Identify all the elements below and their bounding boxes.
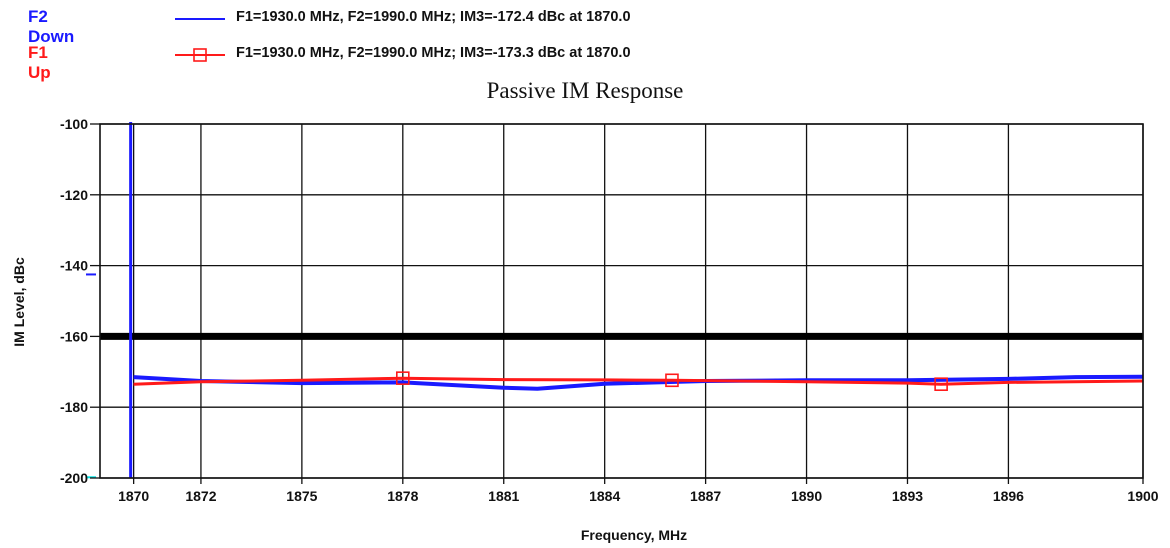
chart-title: Passive IM Response xyxy=(486,78,684,103)
series-marker-f1-up-1 xyxy=(665,373,679,388)
x-axis-label: Frequency, MHz xyxy=(581,527,687,543)
series-marker-f1-up-0 xyxy=(396,371,410,385)
x-tick-label-1872: 1872 xyxy=(185,488,216,504)
plot-area xyxy=(100,124,1143,478)
legend-text-f1-up: F1=1930.0 MHz, F2=1990.0 MHz; IM3=-173.3… xyxy=(236,45,631,61)
y-tick-label--100: -100 xyxy=(60,116,88,132)
series-layer xyxy=(86,122,1144,479)
y-axis-label: IM Level, dBc xyxy=(11,257,27,347)
x-tick-label-1893: 1893 xyxy=(892,488,923,504)
x-tick-label-1887: 1887 xyxy=(690,488,721,504)
series-line-f1-up xyxy=(133,376,1144,386)
axis-layer xyxy=(90,123,1144,484)
legend-text-f2-down: F1=1930.0 MHz, F2=1990.0 MHz; IM3=-172.4… xyxy=(236,9,631,25)
legend-swatch-f1-up xyxy=(175,48,225,62)
x-tick-label-1870: 1870 xyxy=(118,488,149,504)
series-line-f2-down xyxy=(133,374,1144,391)
legend-name-f2-down: F2 Down xyxy=(28,7,75,46)
legend-swatch-f2-down xyxy=(175,18,225,20)
x-tick-label-1875: 1875 xyxy=(286,488,317,504)
y-tick-label--120: -120 xyxy=(60,187,88,203)
x-tick-label-1881: 1881 xyxy=(488,488,519,504)
x-tick-label-1884: 1884 xyxy=(589,488,620,504)
y-tick-label--140: -140 xyxy=(60,258,88,274)
labels-layer: 1870 1872 1875 1878 1881 1884 1887 1890 1893 1896… xyxy=(60,116,1159,504)
legend-name-f1-up: F1 Up xyxy=(28,43,51,82)
series-marker-f1-up-2 xyxy=(934,377,948,391)
x-tick-label-1890: 1890 xyxy=(791,488,822,504)
y-tick-label--180: -180 xyxy=(60,399,88,415)
plot-frame xyxy=(99,123,1144,479)
grid-layer xyxy=(100,123,1144,479)
x-tick-label-1900: 1900 xyxy=(1127,488,1158,504)
y-tick-label--160: -160 xyxy=(60,328,88,344)
x-tick-label-1896: 1896 xyxy=(993,488,1024,504)
x-tick-label-1878: 1878 xyxy=(387,488,418,504)
y-tick-label--200: -200 xyxy=(60,470,88,486)
